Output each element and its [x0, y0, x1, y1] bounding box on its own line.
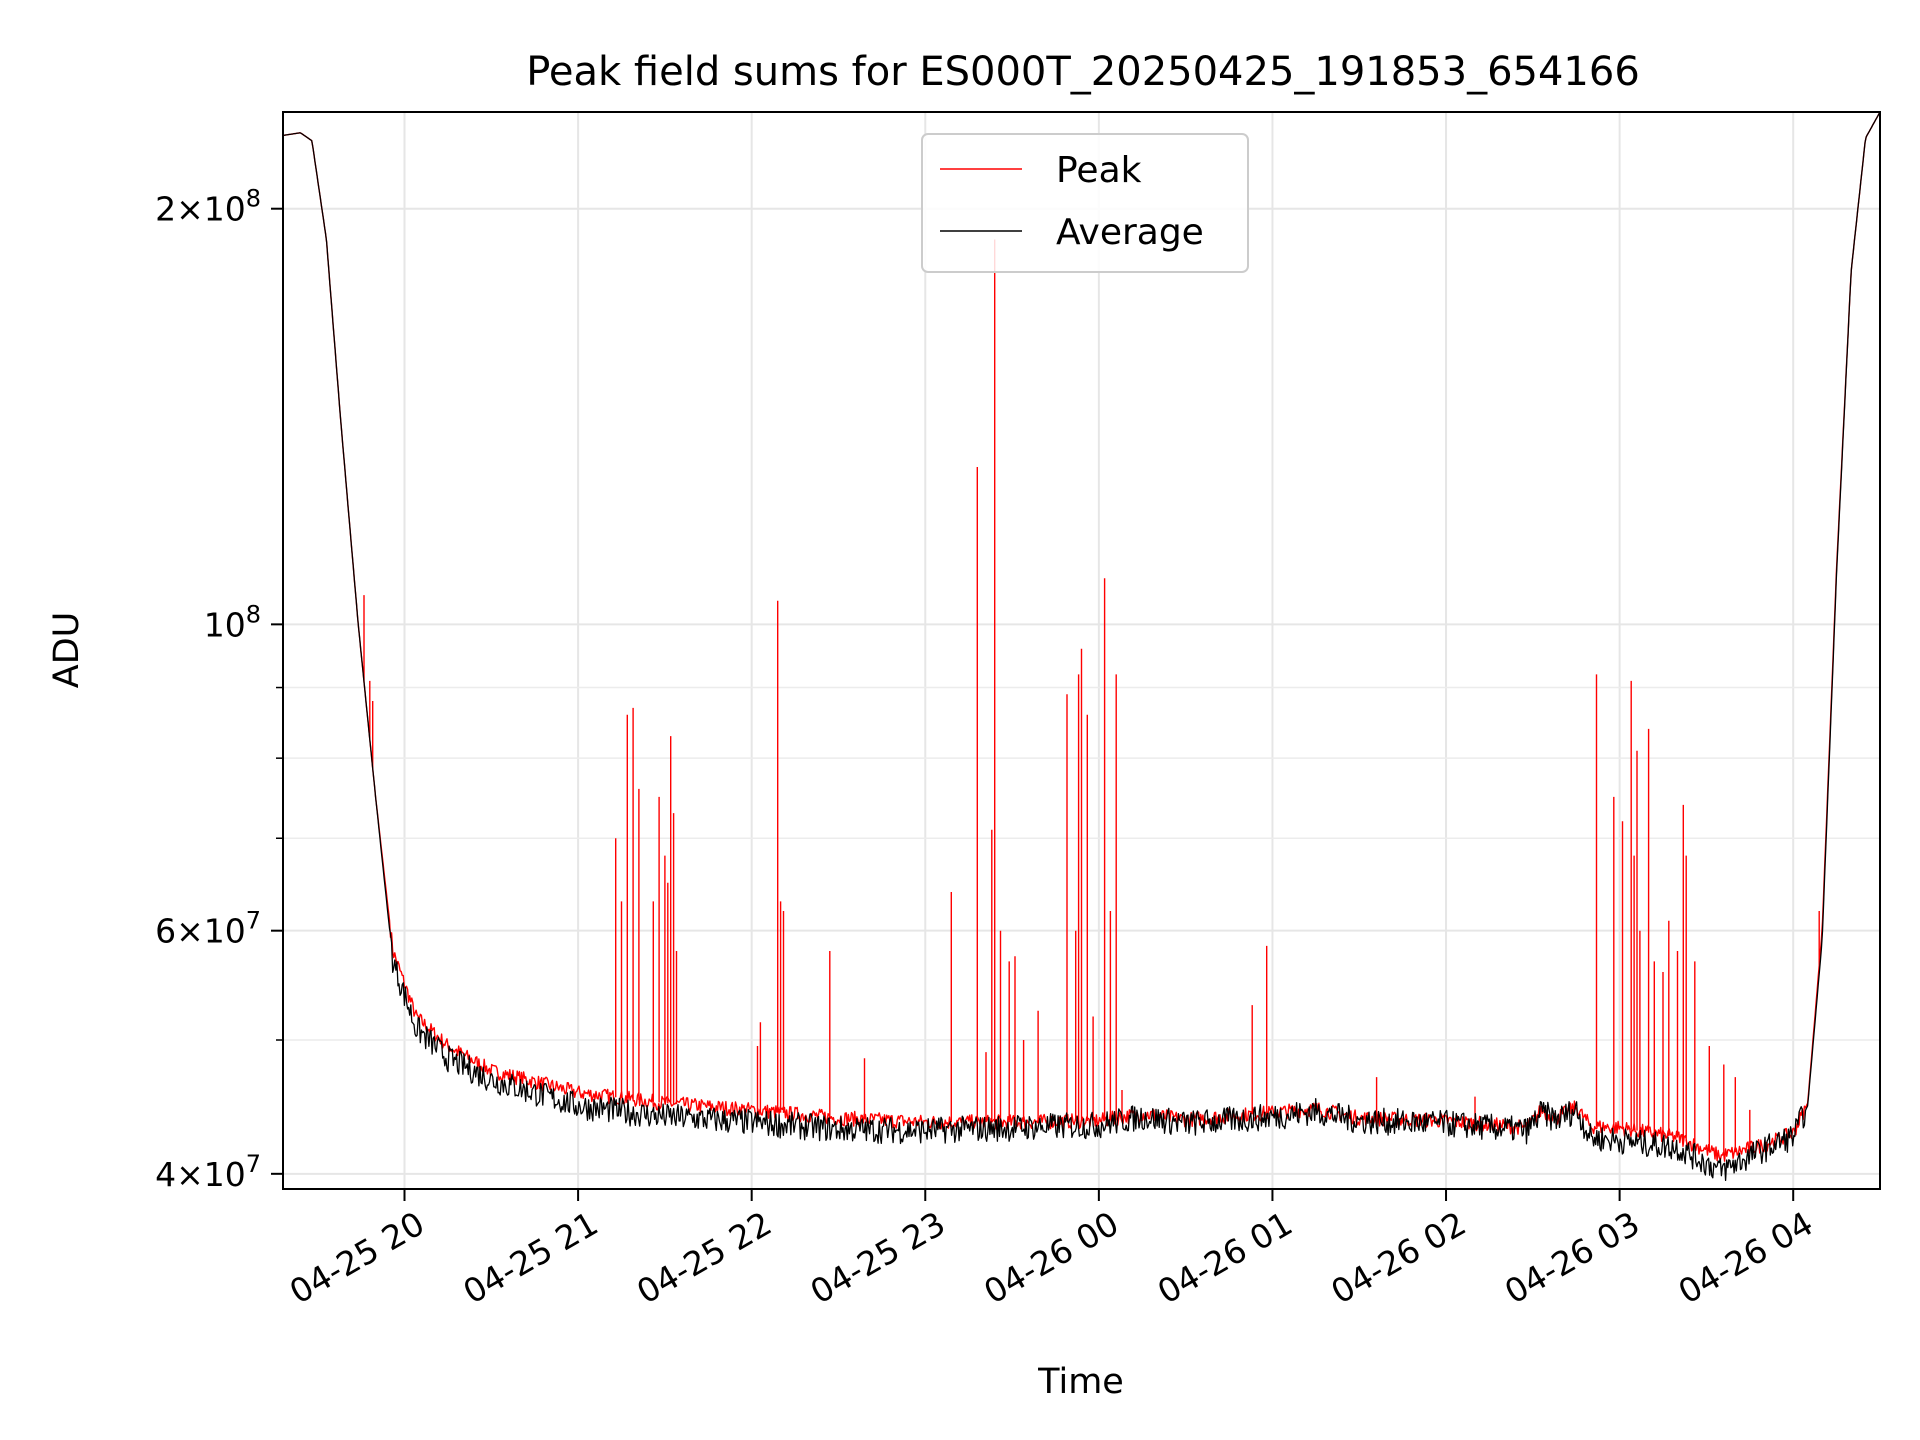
series-average-line [283, 112, 1880, 1182]
legend-label-peak: Peak [1056, 150, 1142, 191]
y-axis-label: ADU [47, 612, 87, 689]
plot-frame [282, 111, 1881, 1190]
y-tick-label: 6×107 [155, 907, 261, 951]
legend-label-average: Average [1056, 212, 1204, 253]
series-peak-line [283, 112, 1880, 1162]
y-tick-label: 2×108 [155, 185, 261, 229]
legend: Peak Average [921, 133, 1249, 273]
x-axis-label: Time [1037, 1362, 1124, 1402]
series-layer [283, 112, 1880, 1182]
chart-title: Peak field sums for ES000T_20250425_1918… [526, 49, 1640, 95]
y-tick-label: 4×107 [155, 1150, 261, 1194]
